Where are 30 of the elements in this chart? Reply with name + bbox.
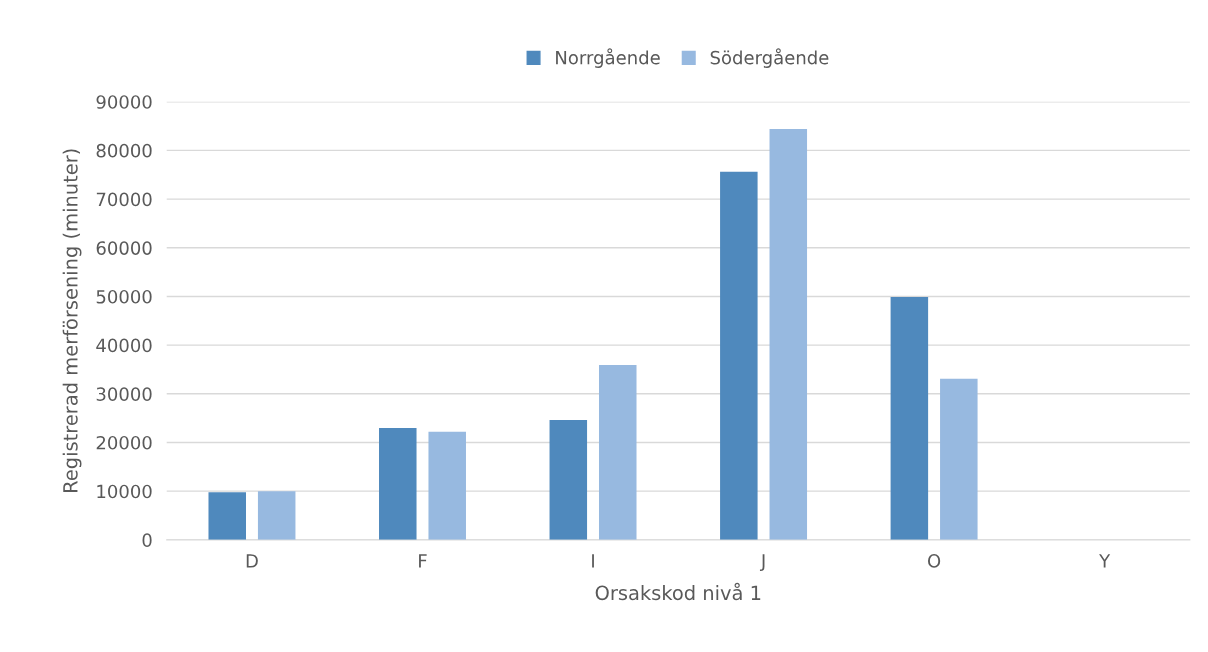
bar — [379, 427, 417, 540]
bar — [890, 296, 929, 540]
x-tick-label: I — [592, 554, 594, 568]
y-tick-label: 60000 — [96, 241, 152, 255]
y-tick-label: 80000 — [96, 143, 152, 158]
bar — [940, 378, 978, 540]
bar — [720, 171, 758, 540]
bar — [549, 420, 588, 540]
bar — [428, 431, 466, 540]
x-tick-label: D — [246, 554, 258, 568]
bar — [599, 365, 637, 540]
bar — [769, 128, 808, 540]
legend-label: Södergående — [710, 48, 829, 68]
y-axis-title: Registrerad merförsening (minuter) — [62, 149, 82, 492]
x-tick-label: O — [927, 554, 941, 568]
x-tick-label: Y — [1099, 554, 1111, 568]
bar — [257, 491, 296, 540]
y-tick-label: 20000 — [96, 435, 152, 450]
legend-label: Norrgående — [556, 48, 660, 68]
y-tick-label: 30000 — [96, 387, 152, 401]
x-axis-title: Orsakskod nivå 1 — [595, 582, 761, 601]
y-tick-label: 90000 — [96, 95, 152, 109]
x-tick-label: J — [759, 554, 765, 572]
y-tick-label: 50000 — [96, 289, 152, 304]
x-tick-label: F — [419, 554, 427, 568]
y-tick-label: 70000 — [96, 192, 152, 207]
bar — [208, 492, 246, 540]
y-tick-label: 40000 — [96, 338, 152, 353]
y-tick-label: 10000 — [97, 484, 152, 499]
y-tick-label: 0 — [142, 533, 152, 547]
